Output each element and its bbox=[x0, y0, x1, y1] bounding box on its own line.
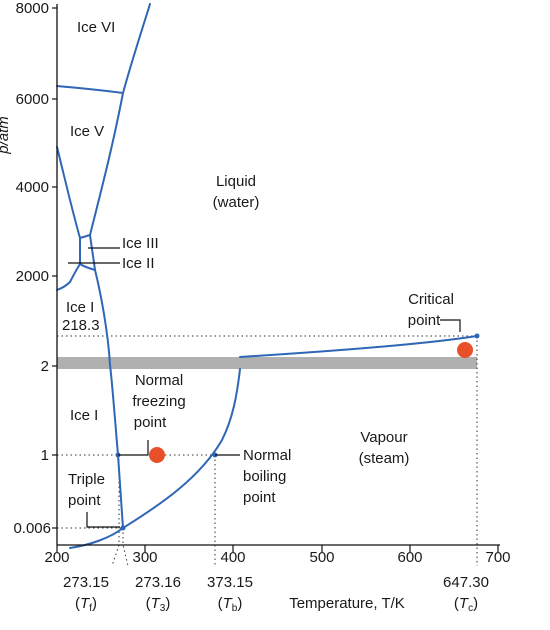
boundary-vaporization bbox=[122, 368, 241, 529]
axis-break-band bbox=[57, 357, 477, 369]
tf-value: 273.15 bbox=[63, 574, 109, 591]
x-tick-label: 300 bbox=[132, 549, 157, 566]
region-ice-v: Ice V bbox=[70, 123, 104, 140]
critical-point-label: Critical bbox=[408, 291, 454, 308]
boundary-ice5-liquid bbox=[89, 92, 124, 236]
region-ice-iii: Ice III bbox=[122, 235, 159, 252]
guide-tf bbox=[111, 455, 120, 567]
boundary-sublimation bbox=[69, 527, 124, 549]
leader-lines bbox=[68, 247, 461, 528]
boundary-ice1-ice3 bbox=[79, 263, 96, 271]
special-points bbox=[115, 333, 480, 531]
x-tick-label: 200 bbox=[44, 549, 69, 566]
boiling-point-label: Normal bbox=[243, 447, 291, 464]
x-tick-labels: 200 300 400 500 600 700 bbox=[44, 549, 510, 566]
region-water: (water) bbox=[213, 194, 260, 211]
tf-symbol: (Tf) bbox=[75, 595, 97, 614]
special-temperature-labels: 273.15 (Tf) 273.16 (T3) 373.15 (Tb) 647.… bbox=[63, 574, 489, 614]
y-break-label: 218.3 bbox=[62, 317, 100, 334]
boundary-ice3-liquid bbox=[89, 234, 96, 271]
region-labels: Ice VI Ice V Liquid (water) Ice III Ice … bbox=[66, 19, 409, 467]
boundary-vaporization-upper bbox=[239, 335, 478, 358]
boundary-ice5-ice6 bbox=[56, 85, 124, 94]
triple-point-label: point bbox=[68, 492, 101, 509]
triple-point-dot bbox=[120, 525, 126, 531]
critical-point-label: point bbox=[408, 312, 441, 329]
x-tick-label: 400 bbox=[220, 549, 245, 566]
markers bbox=[149, 342, 473, 463]
marker-2 bbox=[457, 342, 473, 358]
region-ice-vi: Ice VI bbox=[77, 19, 115, 36]
annotations: Critical point Normal freezing point Nor… bbox=[68, 291, 454, 509]
phase-boundaries bbox=[56, 3, 478, 549]
x-tick-label: 600 bbox=[397, 549, 422, 566]
critical-point-dot bbox=[474, 333, 480, 339]
t3-value: 273.16 bbox=[135, 574, 181, 591]
x-axis-ticks bbox=[56, 545, 499, 552]
leader-critical bbox=[440, 319, 461, 332]
tb-symbol: (Tb) bbox=[218, 595, 243, 614]
region-steam: (steam) bbox=[359, 450, 410, 467]
freezing-point-label: point bbox=[134, 414, 167, 431]
region-ice-i-lower: Ice I bbox=[70, 407, 98, 424]
y-tick-labels: 8000 6000 4000 2000 2 1 0.006 218.3 bbox=[13, 0, 99, 537]
y-tick-label: 8000 bbox=[16, 0, 49, 17]
leader-triple bbox=[86, 512, 120, 528]
region-vapour: Vapour bbox=[360, 429, 407, 446]
tc-value: 647.30 bbox=[443, 574, 489, 591]
x-tick-label: 500 bbox=[309, 549, 334, 566]
t3-symbol: (T3) bbox=[146, 595, 171, 614]
x-tick-label: 700 bbox=[485, 549, 510, 566]
freezing-point-label: freezing bbox=[132, 393, 185, 410]
boundary-ice1-ice2 bbox=[56, 281, 71, 291]
boundary-ice3-top bbox=[79, 234, 91, 239]
y-tick-label: 6000 bbox=[16, 91, 49, 108]
guide-t3 bbox=[122, 528, 129, 567]
y-axis-title: p/atm bbox=[0, 116, 12, 155]
boundary-fusion bbox=[94, 269, 124, 529]
freezing-point-label: Normal bbox=[135, 372, 183, 389]
y-tick-label: 4000 bbox=[16, 179, 49, 196]
y-tick-label: 2000 bbox=[16, 268, 49, 285]
y-tick-label: 0.006 bbox=[13, 520, 51, 537]
region-ice-i-upper: Ice I bbox=[66, 299, 94, 316]
region-liquid: Liquid bbox=[216, 173, 256, 190]
boiling-point-label: point bbox=[243, 489, 276, 506]
region-ice-ii: Ice II bbox=[122, 255, 155, 272]
y-tick-label: 2 bbox=[41, 358, 49, 375]
boundary-ice6-liquid bbox=[122, 3, 151, 94]
boiling-point-label: boiling bbox=[243, 468, 286, 485]
axes bbox=[52, 4, 500, 552]
triple-point-label: Triple bbox=[68, 471, 105, 488]
boundary-ice2-left bbox=[69, 263, 81, 283]
y-tick-label: 1 bbox=[41, 447, 49, 464]
leader-freezing bbox=[118, 440, 149, 456]
marker-1 bbox=[149, 447, 165, 463]
y-axis-ticks bbox=[52, 7, 57, 529]
tc-symbol: (Tc) bbox=[454, 595, 478, 614]
x-axis-title: Temperature, T/K bbox=[289, 595, 405, 612]
tb-value: 373.15 bbox=[207, 574, 253, 591]
boundary-ice5-ice3 bbox=[56, 146, 81, 239]
